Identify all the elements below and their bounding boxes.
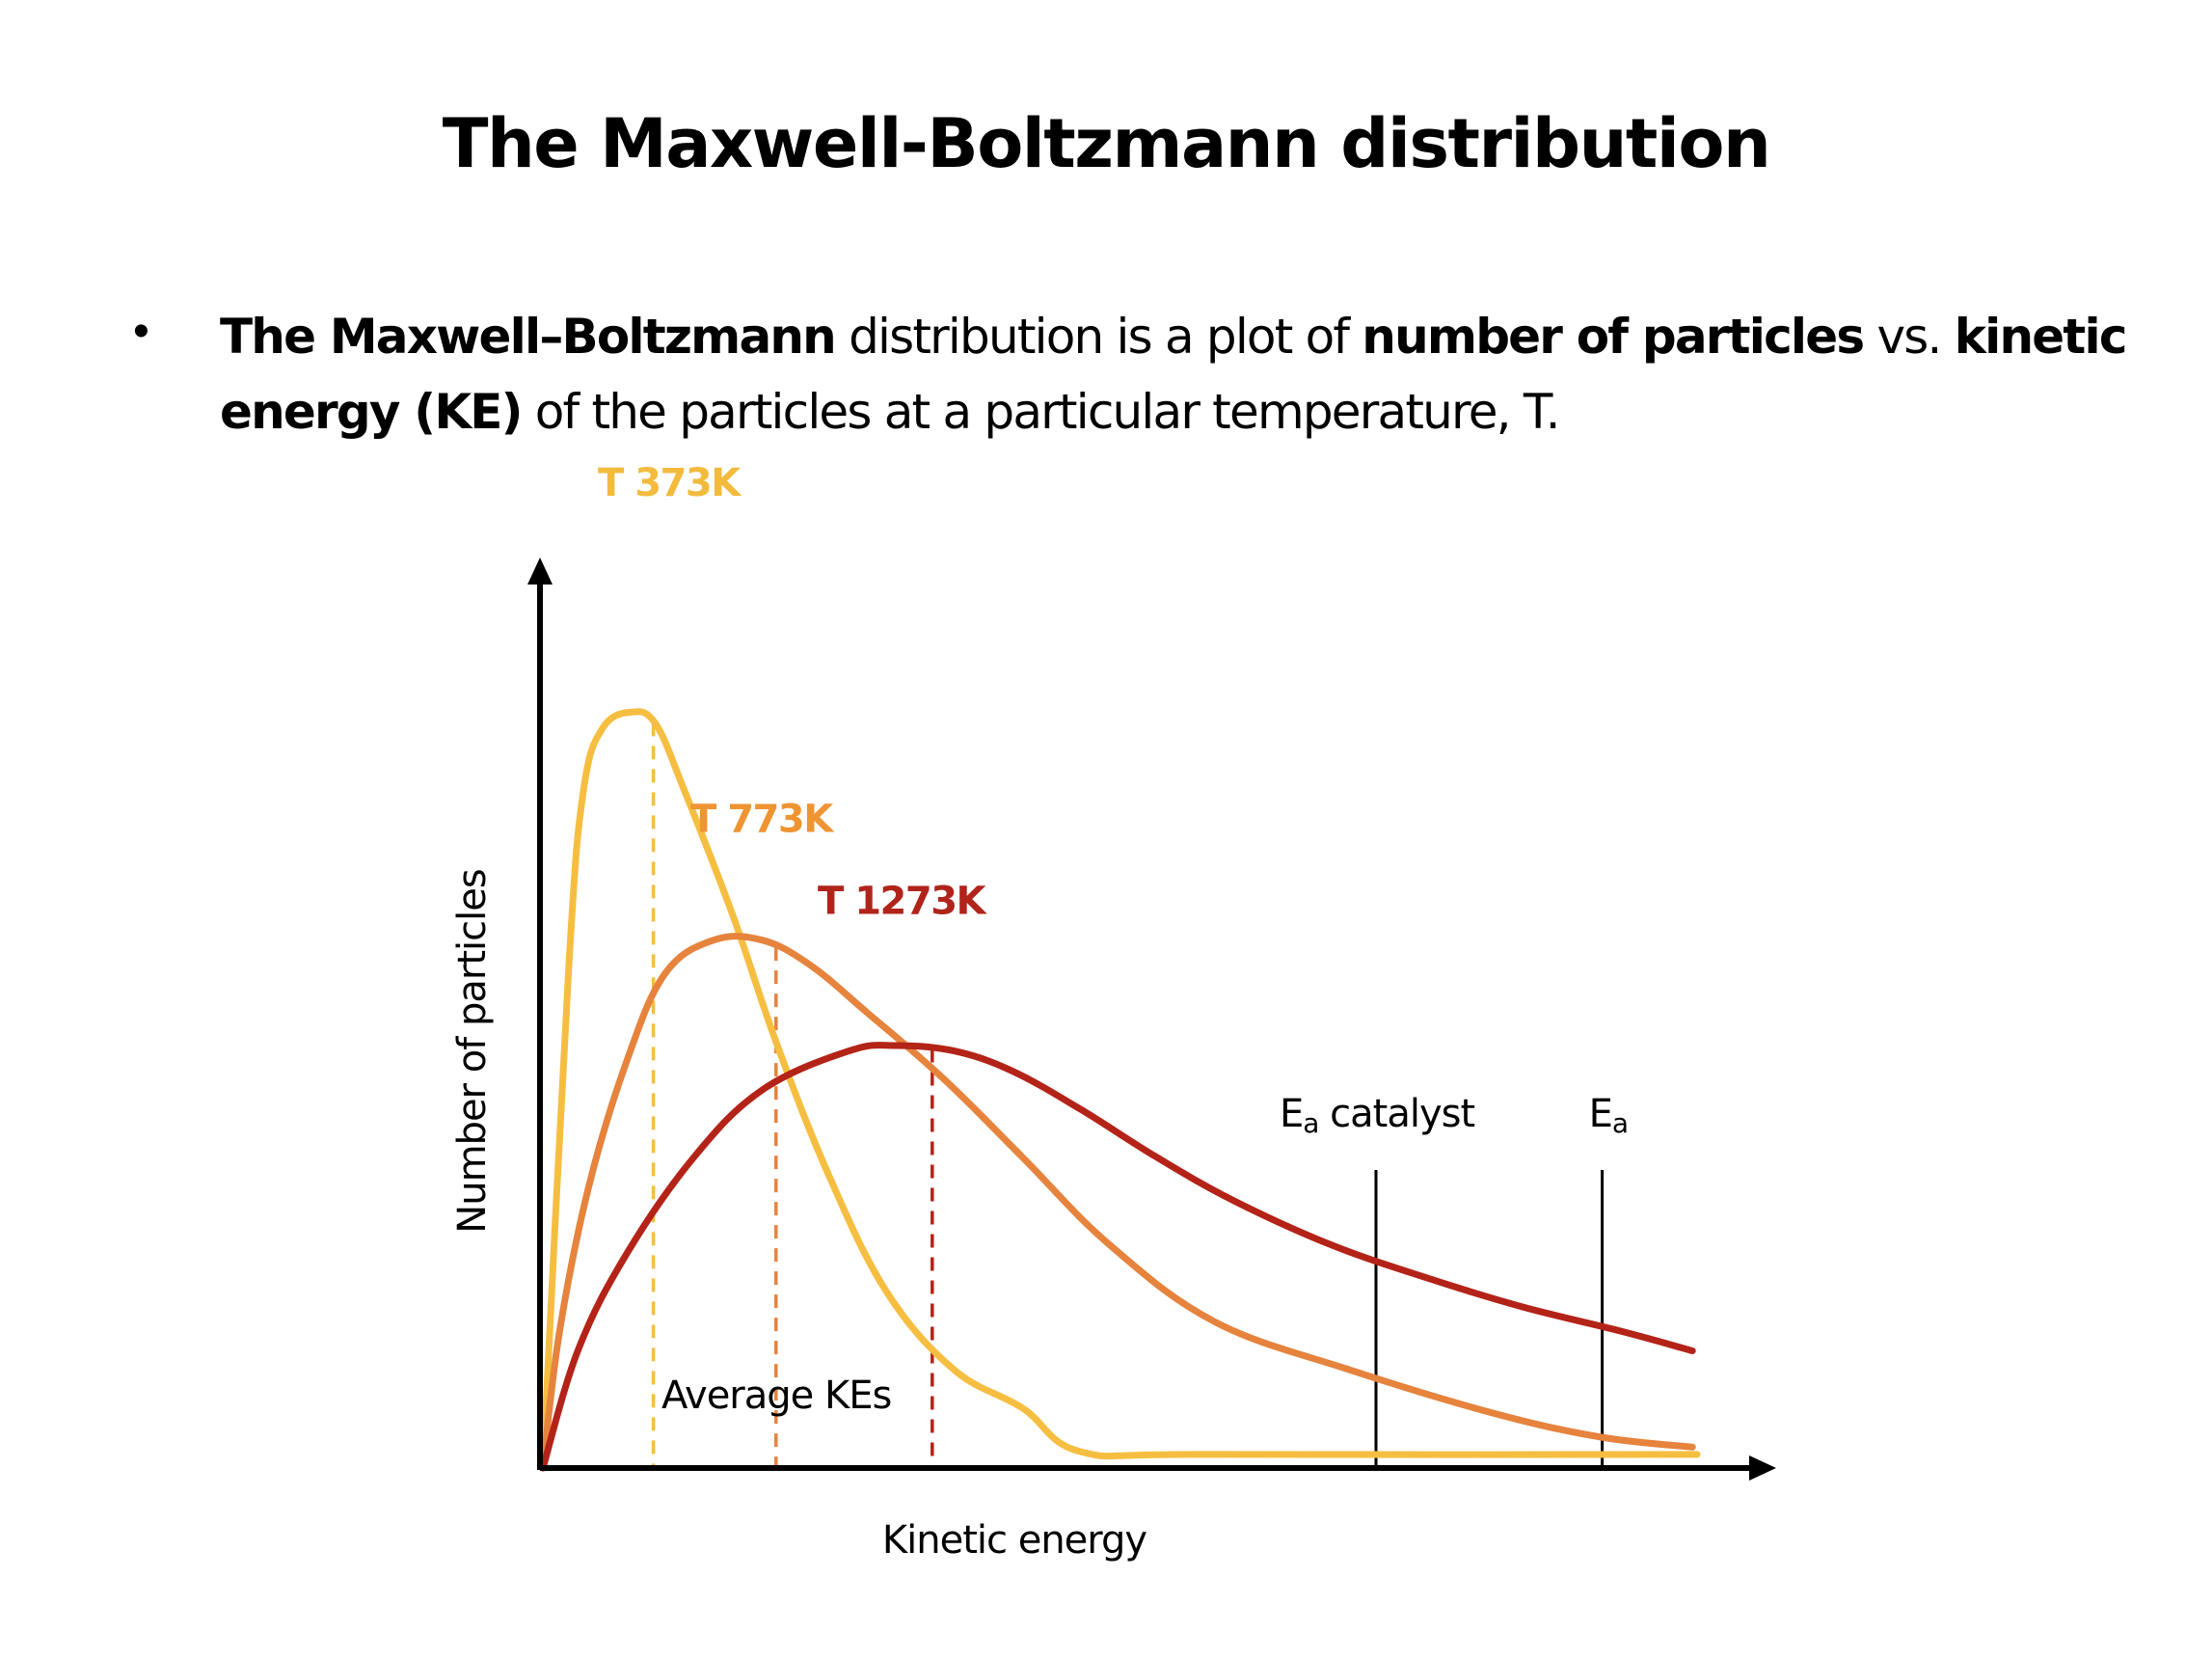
activation-energy-lines (1374, 1170, 1605, 1468)
bullet-marker: • (133, 306, 149, 357)
x-axis-arrow-icon (1749, 1455, 1776, 1481)
activation-energy-labels: Ea catalyst Ea (1280, 1092, 1629, 1139)
ea-catalyst-label-subscript: a (1303, 1107, 1318, 1139)
curve-t-373k (539, 708, 1701, 1472)
ea-catalyst-label: Ea catalyst (1280, 1092, 1474, 1139)
ea-label-main: E (1589, 1092, 1612, 1136)
bullet-segment: distribution is a plot of (834, 309, 1362, 365)
curve-t-773k (539, 933, 1696, 1472)
average-ke-lines (651, 722, 934, 1466)
ea-catalyst-label-main: E (1280, 1092, 1303, 1136)
axes (527, 558, 1776, 1481)
ea-label: Ea (1589, 1092, 1628, 1139)
curve-label-t-773k: T 773K (690, 798, 835, 842)
ea-catalyst-label-rest: catalyst (1318, 1092, 1474, 1136)
bullet-segment: kinetic energy (KE) (220, 309, 2127, 440)
bullet-segment: number of particles (1362, 309, 1865, 365)
bullet-segment: of the particles at a particular tempera… (521, 384, 1561, 440)
curve-t-1273k (539, 1042, 1696, 1472)
y-axis-label: Number of particles (450, 869, 495, 1233)
bullet-segment: The Maxwell–Boltzmann (220, 309, 837, 365)
bullet-text: The Maxwell–Boltzmann distribution is a … (220, 299, 2139, 449)
slide-title: The Maxwell-Boltzmann distribution (442, 104, 1771, 183)
y-axis-arrow-icon (527, 558, 553, 585)
average-ke-label: Average KEs (661, 1373, 891, 1418)
ea-label-subscript: a (1612, 1107, 1628, 1139)
curve-label-t-1273k: T 1273K (818, 879, 988, 923)
distribution-curves (539, 708, 1701, 1472)
curve-label-t-373k: T 373K (598, 461, 742, 505)
curve-labels: T 373K T 773K T 1273K (598, 461, 989, 923)
bullet-segment: vs. (1863, 309, 1955, 365)
x-axis-label: Kinetic energy (882, 1518, 1147, 1563)
